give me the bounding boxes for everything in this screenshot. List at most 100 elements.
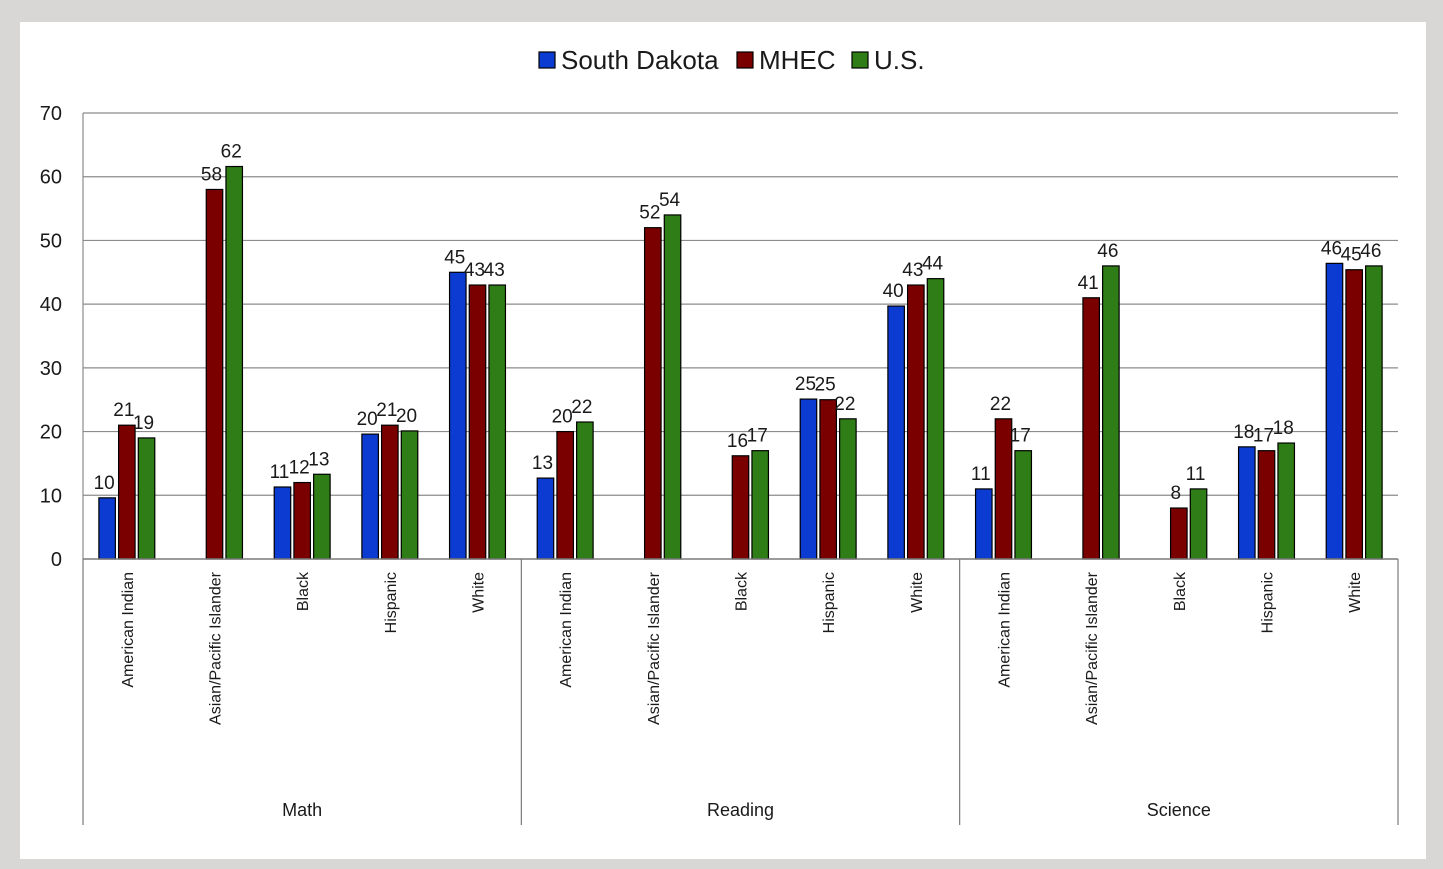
- bar: [361, 433, 379, 560]
- data-label: 13: [532, 453, 553, 474]
- bar: [273, 486, 292, 560]
- data-label: 11: [270, 462, 290, 483]
- data-label: 40: [883, 281, 904, 302]
- data-label: 8: [1171, 483, 1182, 504]
- data-label: 10: [94, 473, 115, 494]
- bar: [974, 488, 993, 560]
- data-label: 54: [659, 190, 681, 211]
- data-label: 13: [308, 449, 329, 470]
- data-label: 44: [922, 254, 944, 275]
- bar: [380, 424, 399, 560]
- bar: [926, 278, 945, 560]
- y-tick-label: 30: [40, 358, 62, 380]
- x-category-label: White: [909, 572, 926, 613]
- data-label: 17: [1253, 426, 1274, 447]
- data-label: 20: [396, 406, 417, 427]
- x-category-label: American Indian: [120, 572, 137, 688]
- x-group-label: Reading: [707, 800, 774, 820]
- bar: [293, 481, 312, 560]
- bar: [1102, 265, 1120, 560]
- legend-swatch: [538, 51, 556, 69]
- bar: [137, 437, 156, 560]
- bar: [225, 165, 244, 560]
- data-label: 22: [834, 394, 855, 415]
- bar: [400, 430, 419, 560]
- data-label: 43: [464, 260, 485, 281]
- bar: [205, 188, 224, 560]
- bar: [488, 284, 507, 560]
- x-category-label: Asian/Pacific Islander: [208, 571, 225, 725]
- data-label: 45: [1341, 245, 1362, 266]
- bar: [751, 450, 770, 560]
- y-tick-label: 10: [40, 485, 62, 507]
- x-category-label: Hispanic: [821, 572, 838, 633]
- x-group-label: Math: [282, 800, 322, 820]
- x-category-label: Hispanic: [383, 572, 400, 633]
- bar: [576, 421, 594, 560]
- bar: [731, 455, 750, 560]
- bar: [1169, 507, 1188, 560]
- y-tick-label: 40: [40, 294, 62, 316]
- bar: [98, 497, 116, 560]
- data-label: 17: [1010, 426, 1031, 447]
- bar: [313, 473, 331, 560]
- data-label: 22: [571, 397, 592, 418]
- data-label: 52: [639, 203, 660, 224]
- bars: [98, 165, 1383, 560]
- bar: [887, 305, 905, 560]
- legend-label: U.S.: [874, 45, 925, 75]
- data-label: 17: [747, 426, 768, 447]
- bar: [448, 271, 467, 560]
- x-category-label: Black: [734, 571, 751, 611]
- data-label: 21: [113, 400, 134, 421]
- bar: [1014, 450, 1033, 560]
- data-label: 46: [1097, 241, 1118, 262]
- bar: [643, 227, 662, 560]
- data-label: 46: [1321, 238, 1342, 259]
- x-category-label: Black: [1172, 571, 1189, 611]
- data-label: 25: [815, 375, 836, 396]
- bar: [536, 477, 555, 560]
- chart-panel: [20, 22, 1426, 859]
- x-group-label: Science: [1147, 800, 1211, 820]
- bar: [1257, 450, 1276, 560]
- bar: [1325, 262, 1344, 560]
- bar: [1345, 269, 1364, 560]
- bar: [1082, 297, 1101, 560]
- data-label: 41: [1078, 273, 1099, 294]
- bar: [1277, 442, 1296, 560]
- bar: [117, 424, 136, 560]
- x-category-label: Hispanic: [1260, 572, 1277, 633]
- data-label: 20: [552, 407, 573, 428]
- x-axis: American Indian Asian/Pacific Islander Bla…: [82, 113, 1399, 825]
- bar: [839, 418, 857, 560]
- bar: [556, 430, 575, 560]
- x-category-label: Black: [295, 571, 312, 611]
- data-label: 45: [444, 247, 465, 268]
- bar: [819, 399, 838, 560]
- y-tick-label: 20: [40, 422, 62, 444]
- y-tick-label: 60: [40, 167, 62, 189]
- data-label: 22: [990, 394, 1011, 415]
- bar: [799, 398, 818, 560]
- x-category-label: American Indian: [997, 572, 1014, 688]
- x-category-label: White: [471, 572, 488, 613]
- data-label: 19: [133, 413, 154, 434]
- data-label: 12: [289, 458, 310, 479]
- x-category-label: Asian/Pacific Islander: [1084, 571, 1101, 725]
- bar: [468, 284, 487, 560]
- y-tick-label: 70: [40, 103, 62, 125]
- legend-swatch: [851, 51, 869, 69]
- data-label: 11: [1186, 464, 1206, 485]
- data-label: 58: [201, 164, 222, 185]
- data-label: 25: [795, 374, 816, 395]
- data-label: 11: [971, 464, 991, 485]
- data-label: 62: [221, 142, 242, 163]
- bar: [1365, 265, 1383, 560]
- data-label: 18: [1233, 422, 1254, 443]
- data-label: 46: [1360, 241, 1381, 262]
- y-axis: 0 10 20 30 40 50 60 70: [40, 103, 62, 571]
- legend-label: South Dakota: [561, 45, 719, 75]
- x-category-label: American Indian: [558, 572, 575, 688]
